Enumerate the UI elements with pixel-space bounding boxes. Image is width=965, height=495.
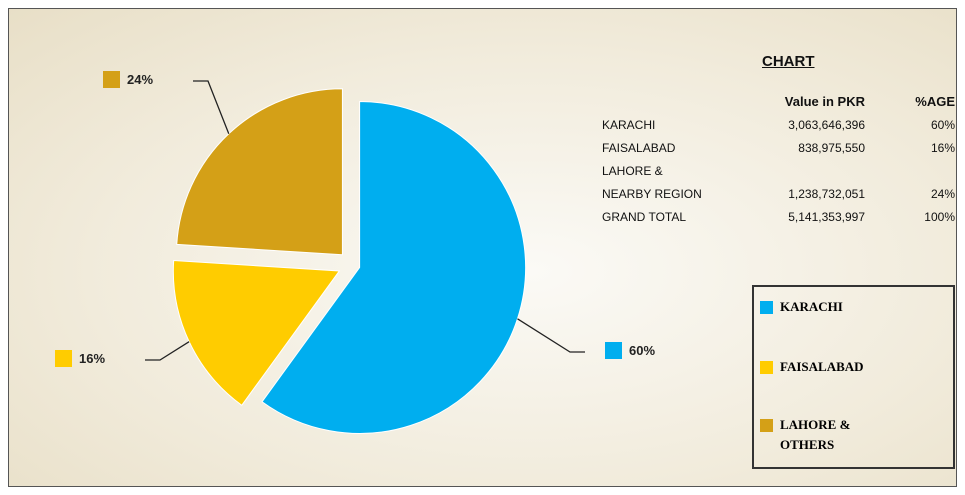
legend-label: KARACHI <box>780 299 843 314</box>
data-label: 16% <box>79 351 105 366</box>
row-label: LAHORE & <box>602 164 663 178</box>
row-pct: 24% <box>930 187 955 201</box>
legend-label: FAISALABAD <box>780 359 864 374</box>
label-swatch <box>103 71 120 88</box>
data-label: 60% <box>629 343 655 358</box>
row-pct: 100% <box>924 210 955 224</box>
leader-line <box>517 318 585 353</box>
pie-slice <box>261 100 527 434</box>
leader-line <box>145 341 190 361</box>
data-label: 24% <box>127 72 153 87</box>
row-pct: 16% <box>930 141 955 155</box>
legend-swatch <box>760 301 773 314</box>
legend-item: FAISALABAD <box>760 357 890 377</box>
legend-item: LAHORE & OTHERS <box>760 415 890 455</box>
row-value: 3,063,646,396 <box>788 118 865 132</box>
legend: KARACHI FAISALABAD LAHORE & OTHERS <box>752 285 955 469</box>
row-label: FAISALABAD <box>602 141 676 155</box>
legend-label: LAHORE & OTHERS <box>780 417 851 452</box>
row-label: NEARBY REGION <box>602 187 702 201</box>
table-header: Value in PKR <box>784 94 865 109</box>
pie-slice <box>176 88 343 256</box>
leader-line <box>193 80 230 135</box>
row-pct: 60% <box>930 118 955 132</box>
row-value: 838,975,550 <box>798 141 865 155</box>
legend-swatch <box>760 419 773 432</box>
legend-item: KARACHI <box>760 297 890 317</box>
row-label: KARACHI <box>602 118 656 132</box>
label-swatch <box>605 342 622 359</box>
row-value: 5,141,353,997 <box>788 210 865 224</box>
table-header: %AGE <box>915 94 955 109</box>
table-title: CHART <box>762 53 815 70</box>
legend-swatch <box>760 361 773 374</box>
label-swatch <box>55 350 72 367</box>
row-label: GRAND TOTAL <box>602 210 687 224</box>
row-value: 1,238,732,051 <box>788 187 865 201</box>
